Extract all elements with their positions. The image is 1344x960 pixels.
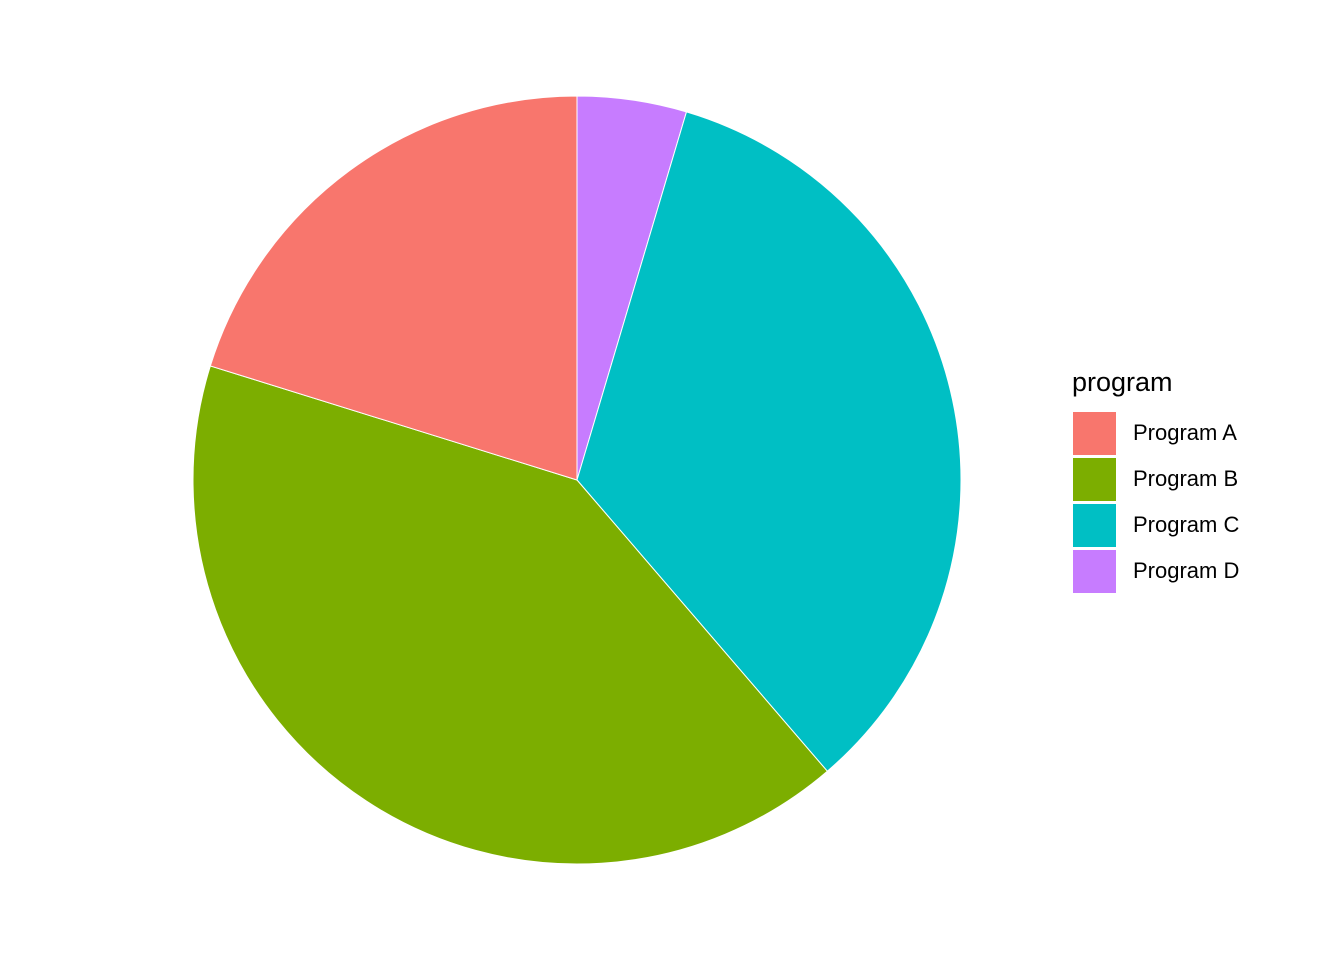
legend-key-program-c	[1073, 503, 1116, 547]
legend-title: program	[1072, 367, 1173, 397]
legend-label-program-d: Program D	[1133, 558, 1240, 583]
legend-label-program-b: Program B	[1133, 466, 1239, 491]
legend-label-program-a: Program A	[1133, 420, 1237, 445]
legend-label-program-c: Program C	[1133, 512, 1240, 537]
legend-key-program-b	[1073, 457, 1116, 501]
legend-key-program-d	[1073, 549, 1116, 593]
legend-item-program-d: Program D	[1072, 548, 1239, 594]
legend-item-program-c: Program C	[1072, 502, 1239, 548]
pie-slice-program-a	[209, 95, 578, 481]
legend-key-program-a	[1073, 411, 1116, 455]
legend: program Program A Program B Program C Pr…	[1072, 366, 1239, 594]
pie-slice-program-b	[192, 365, 829, 865]
pie-slice-program-c	[576, 111, 962, 772]
legend-item-program-a: Program A	[1072, 410, 1239, 456]
legend-item-program-b: Program B	[1072, 456, 1239, 502]
